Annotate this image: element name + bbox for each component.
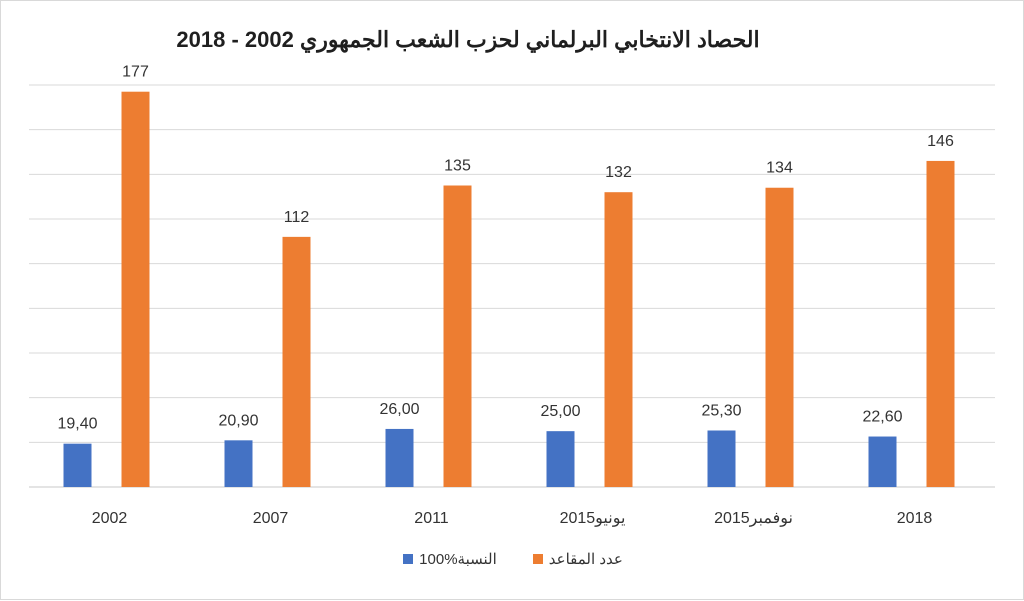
- legend-label-seats: عدد المقاعد: [548, 551, 623, 568]
- bar-percentage: [546, 431, 575, 487]
- x-tick-label: 2007: [253, 510, 289, 527]
- bar-percentage: [385, 428, 414, 487]
- bar-percentage: [224, 440, 253, 487]
- x-tick-label: 2018: [897, 510, 933, 527]
- chart-title: الحصاد الانتخابي البرلماني لحزب الشعب ال…: [176, 27, 760, 52]
- bar-seats: [604, 192, 633, 487]
- legend-swatch-seats: [532, 554, 543, 564]
- bar-seats: [443, 185, 472, 487]
- bar-seats: [282, 236, 311, 487]
- x-tick-label: يونيو2015: [560, 510, 626, 527]
- legend-item-seats: عدد المقاعد: [532, 550, 623, 568]
- bar-seats: [121, 91, 150, 487]
- bar-seats: [926, 160, 955, 487]
- x-tick-label: نوفمبر2015: [714, 510, 793, 527]
- data-label-percentage: 22,60: [862, 409, 902, 426]
- data-label-seats: 132: [605, 164, 632, 181]
- bar-percentage: [63, 443, 92, 487]
- legend: النسبة%100 عدد المقاعد: [1, 550, 1024, 568]
- data-label-seats: 134: [766, 160, 793, 177]
- data-label-percentage: 20,90: [218, 412, 258, 429]
- data-label-percentage: 25,00: [540, 403, 580, 420]
- bar-percentage: [868, 436, 897, 487]
- x-tick-label: 2002: [92, 510, 128, 527]
- legend-item-percentage: النسبة%100: [403, 550, 497, 568]
- data-label-seats: 135: [444, 158, 471, 175]
- legend-swatch-percentage: [403, 554, 414, 564]
- data-label-percentage: 25,30: [701, 402, 741, 419]
- data-label-percentage: 19,40: [57, 416, 97, 433]
- bar-seats: [765, 187, 794, 487]
- bar-percentage: [707, 430, 736, 487]
- legend-label-percentage: النسبة%100: [419, 551, 497, 568]
- x-tick-label: 2011: [414, 510, 449, 527]
- data-label-seats: 177: [122, 64, 149, 81]
- data-label-seats: 112: [284, 209, 310, 226]
- data-label-percentage: 26,00: [379, 401, 419, 418]
- data-label-seats: 146: [927, 133, 954, 150]
